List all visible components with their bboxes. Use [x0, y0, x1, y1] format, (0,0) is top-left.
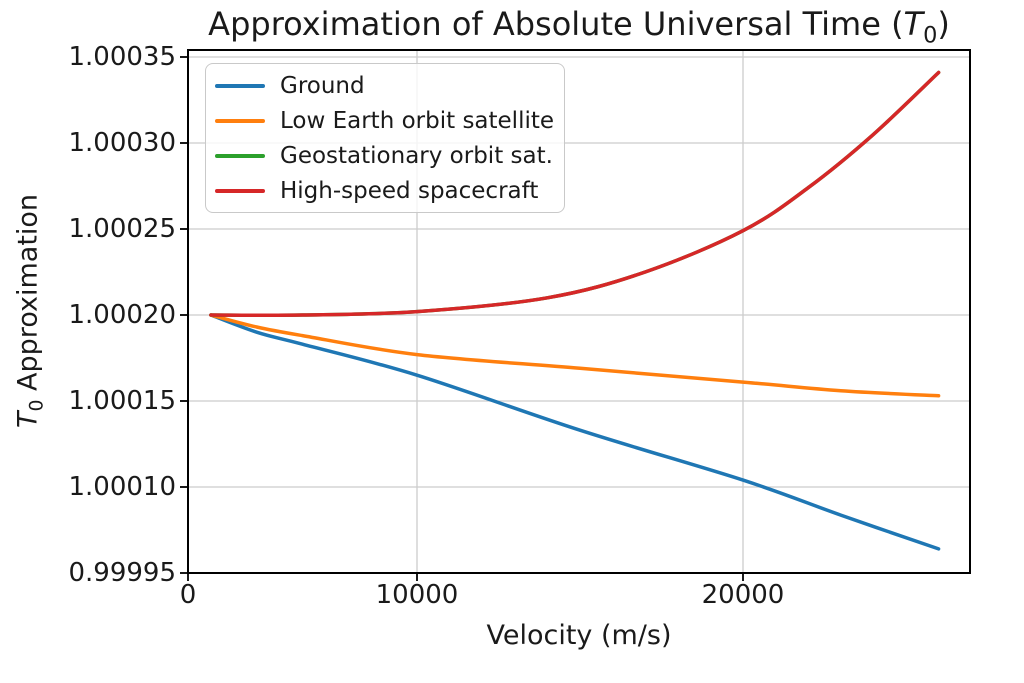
legend-line-sample	[215, 188, 265, 193]
curve-ground	[209, 313, 941, 551]
chart-title-close: )	[937, 5, 950, 43]
legend: Ground Low Earth orbit satellite Geostatio…	[205, 63, 565, 213]
legend-item-low-earth-orbit-satellite: Low Earth orbit satellite	[206, 103, 564, 138]
legend-label: Low Earth orbit satellite	[280, 107, 555, 134]
chart-title-subscript: 0	[923, 22, 938, 49]
curve-low-earth-orbit-satellite	[209, 313, 941, 398]
plot-frame	[187, 49, 971, 574]
y-tick-label: 1.00015	[68, 386, 176, 416]
legend-item-high-speed-spacecraft: High-speed spacecraft	[206, 173, 564, 208]
legend-item-geostationary-orbit-sat: Geostationary orbit sat.	[206, 138, 564, 173]
x-tick-label: 20000	[701, 580, 785, 610]
legend-label: Ground	[280, 72, 365, 99]
x-tick-labels: 0 10000 20000	[0, 580, 1024, 614]
legend-line-sample	[215, 118, 265, 123]
legend-label: High-speed spacecraft	[280, 177, 539, 204]
y-tick-label: 1.00030	[68, 128, 176, 158]
legend-label: Geostationary orbit sat.	[280, 142, 553, 169]
chart-title: Approximation of Absolute Universal Time…	[188, 5, 970, 48]
y-tick-label: 1.00010	[68, 472, 176, 502]
chart-title-text: Approximation of Absolute Universal Time…	[208, 5, 904, 43]
legend-line-sample	[215, 83, 265, 88]
y-tick-labels: 1.00035 1.00030 1.00025 1.00020 1.00015 1.000…	[0, 0, 176, 683]
x-axis-label: Velocity (m/s)	[486, 620, 672, 651]
x-tick-label: 10000	[375, 580, 459, 610]
y-tick-label: 0.99995	[68, 558, 176, 588]
y-tick-label: 1.00020	[68, 300, 176, 330]
curve-high-speed-spacecraft	[209, 70, 941, 318]
y-tick-label: 1.00025	[68, 214, 176, 244]
chart-title-variable: T	[903, 5, 924, 43]
legend-line-sample	[215, 153, 265, 158]
y-tick-label: 1.00035	[68, 42, 176, 72]
legend-item-ground: Ground	[206, 68, 564, 103]
x-tick-label: 0	[179, 580, 197, 610]
